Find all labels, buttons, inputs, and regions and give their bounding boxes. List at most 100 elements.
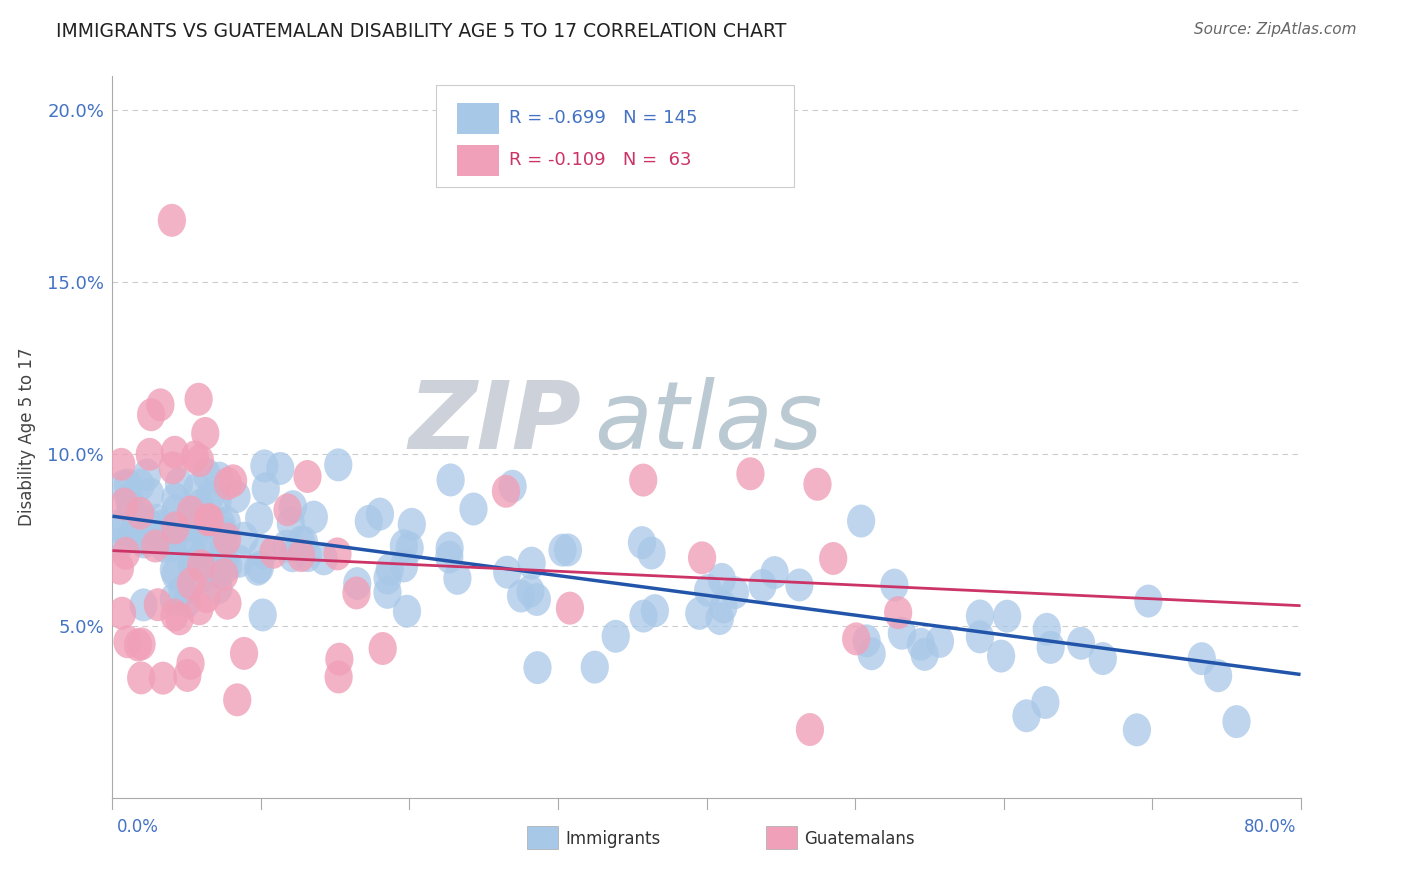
Ellipse shape	[177, 567, 205, 600]
Ellipse shape	[342, 576, 371, 609]
Ellipse shape	[124, 629, 152, 662]
Ellipse shape	[628, 526, 657, 559]
Ellipse shape	[436, 532, 464, 565]
Ellipse shape	[523, 583, 551, 616]
Ellipse shape	[1067, 627, 1095, 660]
Text: atlas: atlas	[593, 377, 823, 468]
Ellipse shape	[135, 516, 163, 549]
Ellipse shape	[389, 549, 418, 582]
Ellipse shape	[176, 503, 205, 536]
Ellipse shape	[201, 550, 229, 583]
Ellipse shape	[127, 661, 155, 694]
Ellipse shape	[266, 452, 294, 485]
Ellipse shape	[184, 383, 212, 416]
Ellipse shape	[548, 533, 576, 566]
Ellipse shape	[211, 545, 239, 578]
Ellipse shape	[165, 467, 193, 500]
Ellipse shape	[159, 451, 187, 484]
Ellipse shape	[162, 483, 190, 516]
Ellipse shape	[907, 628, 935, 661]
Ellipse shape	[354, 505, 382, 538]
Ellipse shape	[1188, 642, 1216, 675]
Ellipse shape	[225, 545, 253, 578]
Ellipse shape	[436, 541, 464, 574]
Ellipse shape	[162, 494, 190, 527]
Ellipse shape	[150, 530, 179, 563]
Ellipse shape	[173, 659, 201, 692]
Ellipse shape	[323, 537, 352, 570]
Ellipse shape	[160, 435, 188, 468]
Ellipse shape	[191, 540, 219, 573]
Ellipse shape	[157, 204, 186, 236]
Ellipse shape	[214, 549, 242, 582]
Ellipse shape	[245, 501, 273, 534]
Ellipse shape	[212, 523, 242, 556]
Ellipse shape	[641, 594, 669, 627]
Ellipse shape	[273, 493, 302, 526]
Ellipse shape	[212, 506, 240, 539]
Ellipse shape	[374, 562, 402, 595]
Ellipse shape	[460, 492, 488, 525]
Ellipse shape	[191, 417, 219, 450]
Ellipse shape	[966, 621, 994, 653]
Ellipse shape	[249, 537, 277, 570]
Ellipse shape	[278, 491, 307, 524]
Ellipse shape	[117, 491, 145, 524]
Ellipse shape	[205, 557, 233, 590]
Ellipse shape	[581, 650, 609, 683]
Ellipse shape	[173, 585, 201, 618]
Ellipse shape	[852, 624, 880, 657]
Text: R = -0.109   N =  63: R = -0.109 N = 63	[509, 151, 692, 169]
Ellipse shape	[820, 542, 848, 575]
Ellipse shape	[628, 464, 658, 497]
Ellipse shape	[374, 576, 402, 609]
Ellipse shape	[134, 516, 162, 549]
Ellipse shape	[554, 533, 582, 566]
Ellipse shape	[160, 582, 188, 615]
Ellipse shape	[231, 637, 259, 670]
Ellipse shape	[748, 569, 776, 602]
Ellipse shape	[1135, 584, 1163, 617]
Ellipse shape	[880, 568, 908, 601]
Ellipse shape	[222, 480, 250, 513]
Text: Guatemalans: Guatemalans	[804, 830, 915, 847]
Ellipse shape	[508, 580, 536, 613]
Ellipse shape	[1204, 659, 1232, 692]
Ellipse shape	[325, 660, 353, 693]
Ellipse shape	[110, 488, 138, 521]
Ellipse shape	[177, 549, 205, 582]
Ellipse shape	[398, 508, 426, 541]
Ellipse shape	[278, 540, 307, 573]
Ellipse shape	[294, 460, 322, 493]
Ellipse shape	[135, 438, 165, 471]
Text: ZIP: ZIP	[409, 376, 582, 468]
Ellipse shape	[187, 561, 215, 594]
Ellipse shape	[128, 627, 156, 660]
Ellipse shape	[273, 530, 301, 563]
Ellipse shape	[162, 558, 190, 591]
Ellipse shape	[602, 620, 630, 653]
Ellipse shape	[169, 575, 197, 608]
Ellipse shape	[252, 472, 280, 505]
Ellipse shape	[375, 553, 404, 586]
Ellipse shape	[129, 525, 159, 558]
Ellipse shape	[193, 458, 221, 491]
Ellipse shape	[395, 532, 423, 565]
Ellipse shape	[707, 563, 735, 596]
Ellipse shape	[160, 599, 188, 632]
Ellipse shape	[207, 508, 236, 541]
Ellipse shape	[858, 637, 886, 670]
Ellipse shape	[737, 458, 765, 491]
Ellipse shape	[290, 525, 318, 558]
Ellipse shape	[555, 591, 583, 624]
Ellipse shape	[695, 574, 723, 607]
Ellipse shape	[277, 507, 305, 540]
Ellipse shape	[325, 642, 353, 675]
Ellipse shape	[166, 602, 194, 635]
Ellipse shape	[287, 539, 315, 572]
Ellipse shape	[205, 462, 233, 495]
Text: Immigrants: Immigrants	[565, 830, 661, 847]
Ellipse shape	[287, 525, 315, 558]
Ellipse shape	[1123, 714, 1152, 747]
Ellipse shape	[187, 510, 215, 543]
